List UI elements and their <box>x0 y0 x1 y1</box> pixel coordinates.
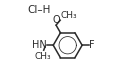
Text: HN: HN <box>32 40 46 50</box>
Text: F: F <box>89 40 95 50</box>
Text: O: O <box>52 15 60 25</box>
Text: Cl–H: Cl–H <box>27 5 51 15</box>
Text: CH₃: CH₃ <box>60 11 77 20</box>
Text: CH₃: CH₃ <box>34 52 51 61</box>
